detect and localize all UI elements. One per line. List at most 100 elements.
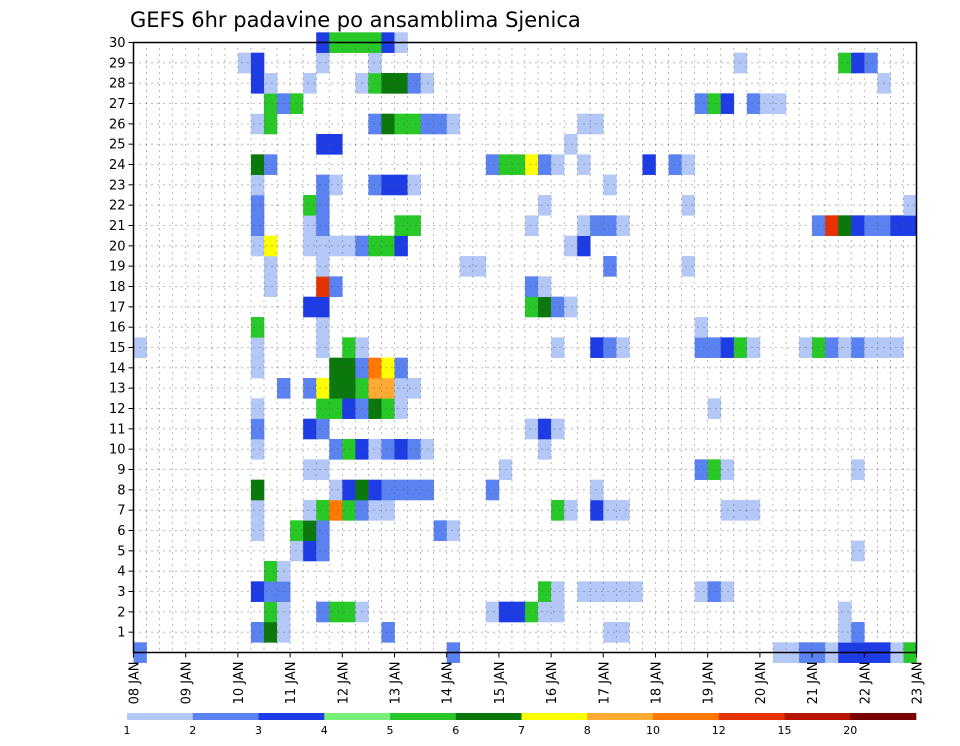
y-tick-label: 30: [109, 36, 126, 51]
heatmap-cell: [237, 52, 252, 74]
heatmap-cell: [316, 520, 330, 541]
heatmap-cell: [472, 256, 487, 277]
heatmap-cell: [511, 154, 526, 175]
legend-swatch: [587, 713, 654, 720]
heatmap-cell: [250, 73, 265, 94]
heatmap-cell: [368, 439, 382, 460]
heatmap-cell: [264, 581, 278, 602]
heatmap-cell: [303, 235, 317, 257]
heatmap-cell: [316, 398, 330, 419]
heatmap-cell: [303, 540, 317, 562]
heatmap-cell: [851, 459, 865, 480]
legend-label: 20: [843, 724, 857, 737]
y-tick-label: 9: [117, 463, 125, 478]
x-tick-label: 17 JAN: [597, 662, 612, 705]
y-tick-label: 5: [117, 544, 125, 559]
heatmap-cell: [303, 215, 317, 236]
heatmap-cell: [590, 479, 604, 501]
heatmap-cell: [250, 195, 265, 216]
heatmap-cell: [459, 256, 474, 277]
y-axis: 1234567891011121314151617181920212223242…: [109, 36, 134, 641]
legend-label: 5: [387, 724, 394, 737]
heatmap-cell: [342, 337, 356, 358]
heatmap-cell: [707, 398, 722, 419]
heatmap-cell: [250, 154, 265, 175]
legend-label: 2: [189, 724, 196, 737]
heatmap-cell: [342, 500, 356, 521]
heatmap-cell: [485, 154, 500, 175]
x-tick-label: 22 JAN: [858, 662, 873, 705]
heatmap-cell: [564, 500, 578, 521]
heatmap-cell: [316, 134, 330, 155]
heatmap-cell: [394, 174, 408, 196]
heatmap-cell: [720, 500, 735, 521]
heatmap-cell: [616, 215, 630, 236]
heatmap-cell: [538, 154, 552, 175]
heatmap-cell: [381, 357, 395, 379]
heatmap-cell: [538, 418, 552, 440]
heatmap-cell: [525, 601, 539, 623]
heatmap-cell: [812, 337, 826, 358]
heatmap-cell: [538, 601, 552, 623]
heatmap-cell: [264, 256, 278, 277]
heatmap-cell: [381, 174, 395, 196]
heatmap-cell: [381, 113, 395, 135]
y-tick-label: 19: [109, 260, 126, 275]
heatmap-cell: [250, 439, 265, 460]
heatmap-cell: [564, 296, 578, 318]
heatmap-cell: [381, 479, 395, 501]
x-tick-label: 12 JAN: [336, 662, 351, 705]
heatmap-cell: [825, 215, 839, 236]
heatmap-cell: [368, 52, 382, 74]
heatmap-cell: [290, 540, 304, 562]
heatmap-cell: [368, 398, 382, 419]
heatmap-cell: [394, 378, 408, 399]
y-tick-label: 4: [117, 565, 125, 580]
heatmap-cell: [707, 337, 722, 358]
heatmap-cell: [394, 479, 408, 501]
heatmap-cell: [264, 235, 278, 257]
y-tick-label: 14: [109, 361, 126, 376]
heatmap-cell: [616, 622, 630, 643]
heatmap-cell: [590, 337, 604, 358]
legend-swatch: [390, 713, 457, 720]
legend-swatch: [324, 713, 391, 720]
heatmap-cell: [329, 378, 343, 399]
x-tick-label: 13 JAN: [389, 662, 404, 705]
x-tick-label: 09 JAN: [180, 662, 195, 705]
heatmap-cell: [420, 113, 434, 135]
y-tick-label: 27: [109, 97, 126, 112]
heatmap-cell: [368, 113, 382, 135]
heatmap-cell: [525, 418, 539, 440]
heatmap-cell: [381, 622, 395, 643]
heatmap-cell: [303, 418, 317, 440]
x-tick-label: 10 JAN: [232, 662, 247, 705]
x-tick-label: 08 JAN: [128, 662, 143, 705]
heatmap-cell: [903, 215, 917, 236]
heatmap-cell: [603, 215, 617, 236]
heatmap-cell: [759, 93, 774, 114]
heatmap-cell: [681, 256, 695, 277]
heatmap-cell: [668, 154, 682, 175]
heatmap-cell: [838, 337, 852, 358]
heatmap-cell: [250, 520, 265, 541]
heatmap-cell: [903, 195, 917, 216]
legend-swatch: [850, 713, 917, 720]
heatmap-cell: [250, 398, 265, 419]
heatmap-cell: [538, 296, 552, 318]
heatmap-cell: [316, 459, 330, 480]
heatmap-cell: [290, 520, 304, 541]
heatmap-cell: [316, 540, 330, 562]
heatmap-cell: [329, 134, 343, 155]
heatmap-cell: [603, 581, 617, 602]
heatmap-cell: [264, 154, 278, 175]
heatmap-cell: [381, 235, 395, 257]
y-tick-label: 26: [109, 117, 126, 132]
heatmap-cell: [316, 52, 330, 74]
y-tick-label: 16: [109, 321, 126, 336]
heatmap-cell: [381, 378, 395, 399]
y-tick-label: 15: [109, 341, 126, 356]
heatmap-cell: [329, 235, 343, 257]
heatmap-cell: [590, 113, 604, 135]
